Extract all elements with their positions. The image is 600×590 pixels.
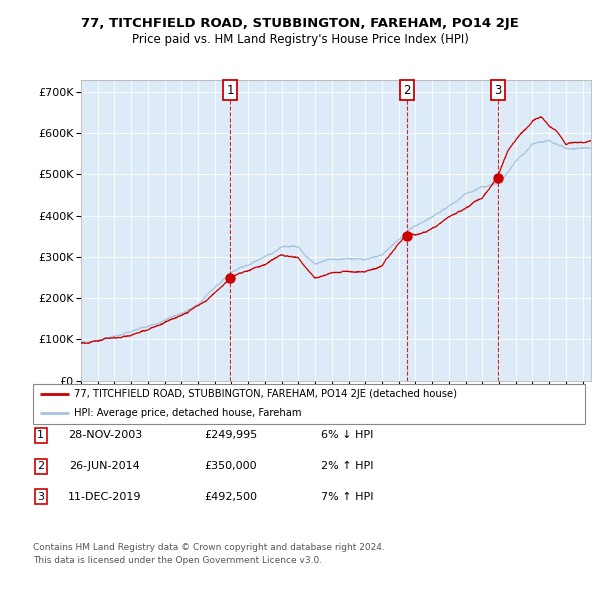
Text: 1: 1 bbox=[37, 431, 44, 440]
Text: £249,995: £249,995 bbox=[205, 431, 257, 440]
Text: 3: 3 bbox=[494, 84, 502, 97]
Text: 77, TITCHFIELD ROAD, STUBBINGTON, FAREHAM, PO14 2JE: 77, TITCHFIELD ROAD, STUBBINGTON, FAREHA… bbox=[81, 17, 519, 30]
FancyBboxPatch shape bbox=[33, 384, 585, 424]
Text: £350,000: £350,000 bbox=[205, 461, 257, 471]
Text: HPI: Average price, detached house, Fareham: HPI: Average price, detached house, Fare… bbox=[74, 408, 302, 418]
Text: This data is licensed under the Open Government Licence v3.0.: This data is licensed under the Open Gov… bbox=[33, 556, 322, 565]
Text: 2% ↑ HPI: 2% ↑ HPI bbox=[321, 461, 373, 471]
Text: £492,500: £492,500 bbox=[205, 492, 257, 502]
Text: 2: 2 bbox=[37, 461, 44, 471]
Text: 6% ↓ HPI: 6% ↓ HPI bbox=[321, 431, 373, 440]
Text: 2: 2 bbox=[403, 84, 410, 97]
Text: 1: 1 bbox=[226, 84, 234, 97]
Text: 11-DEC-2019: 11-DEC-2019 bbox=[68, 492, 142, 502]
Text: 77, TITCHFIELD ROAD, STUBBINGTON, FAREHAM, PO14 2JE (detached house): 77, TITCHFIELD ROAD, STUBBINGTON, FAREHA… bbox=[74, 389, 457, 399]
Text: 7% ↑ HPI: 7% ↑ HPI bbox=[321, 492, 373, 502]
Text: Contains HM Land Registry data © Crown copyright and database right 2024.: Contains HM Land Registry data © Crown c… bbox=[33, 543, 385, 552]
Text: 28-NOV-2003: 28-NOV-2003 bbox=[68, 431, 142, 440]
Text: 26-JUN-2014: 26-JUN-2014 bbox=[70, 461, 140, 471]
Text: 3: 3 bbox=[37, 492, 44, 502]
Text: Price paid vs. HM Land Registry's House Price Index (HPI): Price paid vs. HM Land Registry's House … bbox=[131, 33, 469, 46]
